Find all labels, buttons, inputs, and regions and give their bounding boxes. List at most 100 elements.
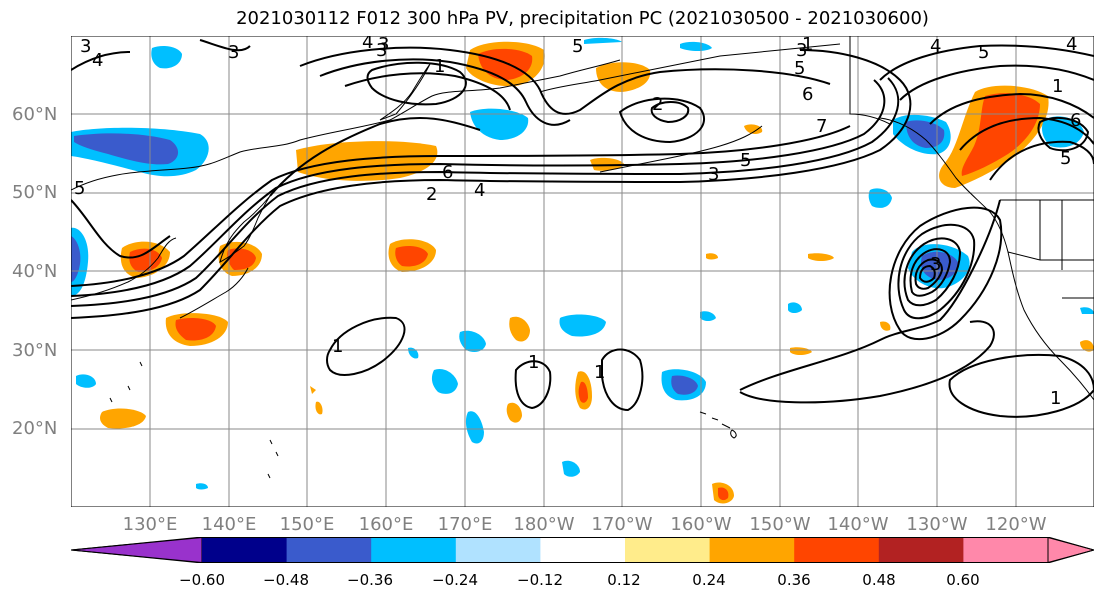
contour-label: 4 <box>92 50 103 71</box>
contour-label: 5 <box>794 58 805 79</box>
precip-blob-negative <box>584 37 622 44</box>
precip-blob-negative <box>1042 116 1084 148</box>
border-states <box>1007 200 1094 299</box>
colorbar-tick: 0.48 <box>862 571 896 589</box>
border-alaska-canada <box>849 36 891 125</box>
contour-label: 2 <box>652 94 663 115</box>
colorbar-cell <box>371 537 457 563</box>
precip-cell-negative <box>680 41 712 51</box>
colorbar-tick: 0.36 <box>777 571 811 589</box>
contour-label: 4 <box>1066 36 1077 55</box>
precip-cell-positive <box>509 316 530 342</box>
colorbar-cell <box>455 537 541 563</box>
precip-cell-positive <box>880 321 891 331</box>
lon-label-150e: 150°E <box>279 514 335 535</box>
pv-contour-closed <box>909 248 952 297</box>
lon-label-130w: 130°W <box>906 514 968 535</box>
lon-label-150w: 150°W <box>749 514 811 535</box>
pv-contour-closed <box>366 61 467 106</box>
precip-blob-negative <box>74 133 179 165</box>
colorbar-tick: −0.48 <box>263 571 309 589</box>
pv-contour-line <box>71 49 912 319</box>
precip-blob-positive <box>100 408 146 429</box>
contour-label: 2 <box>426 184 437 205</box>
colorbar-cell <box>878 537 964 563</box>
contour-label: 4 <box>362 36 373 53</box>
pv-contour-line <box>879 44 1094 81</box>
island-chain <box>109 361 279 479</box>
pv-contour-closed <box>1037 116 1090 152</box>
pv-contour-closed <box>601 348 644 412</box>
lon-label-160e: 160°E <box>358 514 414 535</box>
lon-label-120w: 120°W <box>985 514 1047 535</box>
precip-cell-positive <box>706 253 718 260</box>
pv-contour-line <box>959 116 1094 151</box>
colorbar-cell <box>794 537 880 563</box>
colorbar-tick: 0.60 <box>946 571 980 589</box>
precip-cell-positive <box>790 347 812 355</box>
lon-label-160w: 160°W <box>670 514 732 535</box>
pv-contour-closed <box>650 101 690 124</box>
pv-contour-line <box>71 39 251 71</box>
colorbar-extend-min <box>70 536 203 564</box>
precip-cell-positive <box>315 401 323 415</box>
colorbar-cell <box>963 537 1049 563</box>
contour-label: 1 <box>802 36 813 55</box>
contour-label: 3 <box>228 42 239 63</box>
contour-label: 1 <box>434 56 445 77</box>
contour-label: 3 <box>376 40 387 61</box>
lon-label-170e: 170°E <box>437 514 493 535</box>
pv-contour-line <box>739 199 1001 391</box>
map-panel: 3 4 3 3 4 3 5 1 2 3 4 5 6 2 6 5 3 7 1 4 … <box>70 35 1095 508</box>
contour-label: 3 <box>796 40 807 61</box>
colorbar-svg <box>70 536 1096 564</box>
pv-contour-line <box>71 77 900 307</box>
pv-contour-closed <box>888 206 1003 340</box>
colorbar-cell <box>540 537 626 563</box>
precip-blob-positive <box>596 62 651 92</box>
lat-label-20n: 20°N <box>12 418 58 439</box>
coastline-kamchatka <box>379 63 431 121</box>
pv-contour-closed <box>918 264 936 283</box>
pv-contour-closed <box>914 258 944 290</box>
lon-label-170w: 170°W <box>591 514 653 535</box>
contour-label: 6 <box>442 162 453 183</box>
pv-contour-line <box>269 116 481 197</box>
precip-cell-positive <box>718 487 729 501</box>
contour-label: 1 <box>332 336 343 357</box>
coastline-alaska <box>539 43 841 93</box>
colorbar-tick: 0.12 <box>607 571 641 589</box>
pv-contour-line <box>929 92 1094 125</box>
precip-blob-negative <box>470 108 529 140</box>
pv-contour-line <box>71 79 886 297</box>
precip-cell-negative <box>562 460 580 477</box>
pv-contour-closed <box>618 97 706 144</box>
coastline-japan-south <box>179 267 249 319</box>
precip-cell-negative <box>465 411 484 444</box>
contour-labels: 3 4 3 3 4 3 5 1 2 3 4 5 6 2 6 5 3 7 1 4 … <box>74 36 1081 409</box>
lon-label-140e: 140°E <box>201 514 257 535</box>
contour-label: 5 <box>1060 148 1071 169</box>
precip-blob-positive <box>395 246 428 267</box>
colorbar <box>70 536 1096 564</box>
contour-label: 3 <box>80 36 91 57</box>
contour-label: 1 <box>1050 388 1061 409</box>
contour-label: 4 <box>930 36 941 57</box>
contour-label: 1 <box>1052 76 1063 97</box>
contour-label: 6 <box>802 84 813 105</box>
precip-cell-negative <box>76 374 96 388</box>
colorbar-tick: −0.36 <box>347 571 393 589</box>
map-title: 2021030112 F012 300 hPa PV, precipitatio… <box>236 8 929 29</box>
contour-label: 5 <box>740 150 751 171</box>
contour-label: 5 <box>978 42 989 63</box>
pv-contour-closed <box>903 237 962 307</box>
island-hawaii <box>699 411 737 439</box>
precip-cell-negative <box>196 483 208 490</box>
contour-label: 6 <box>1070 110 1081 131</box>
contour-label: 1 <box>528 352 539 373</box>
precip-cell-positive <box>506 402 522 423</box>
precip-cell-positive <box>310 386 316 394</box>
pv-contour-closed <box>897 223 976 320</box>
pv-contour-line <box>319 58 571 126</box>
colorbar-tick: 0.24 <box>692 571 726 589</box>
